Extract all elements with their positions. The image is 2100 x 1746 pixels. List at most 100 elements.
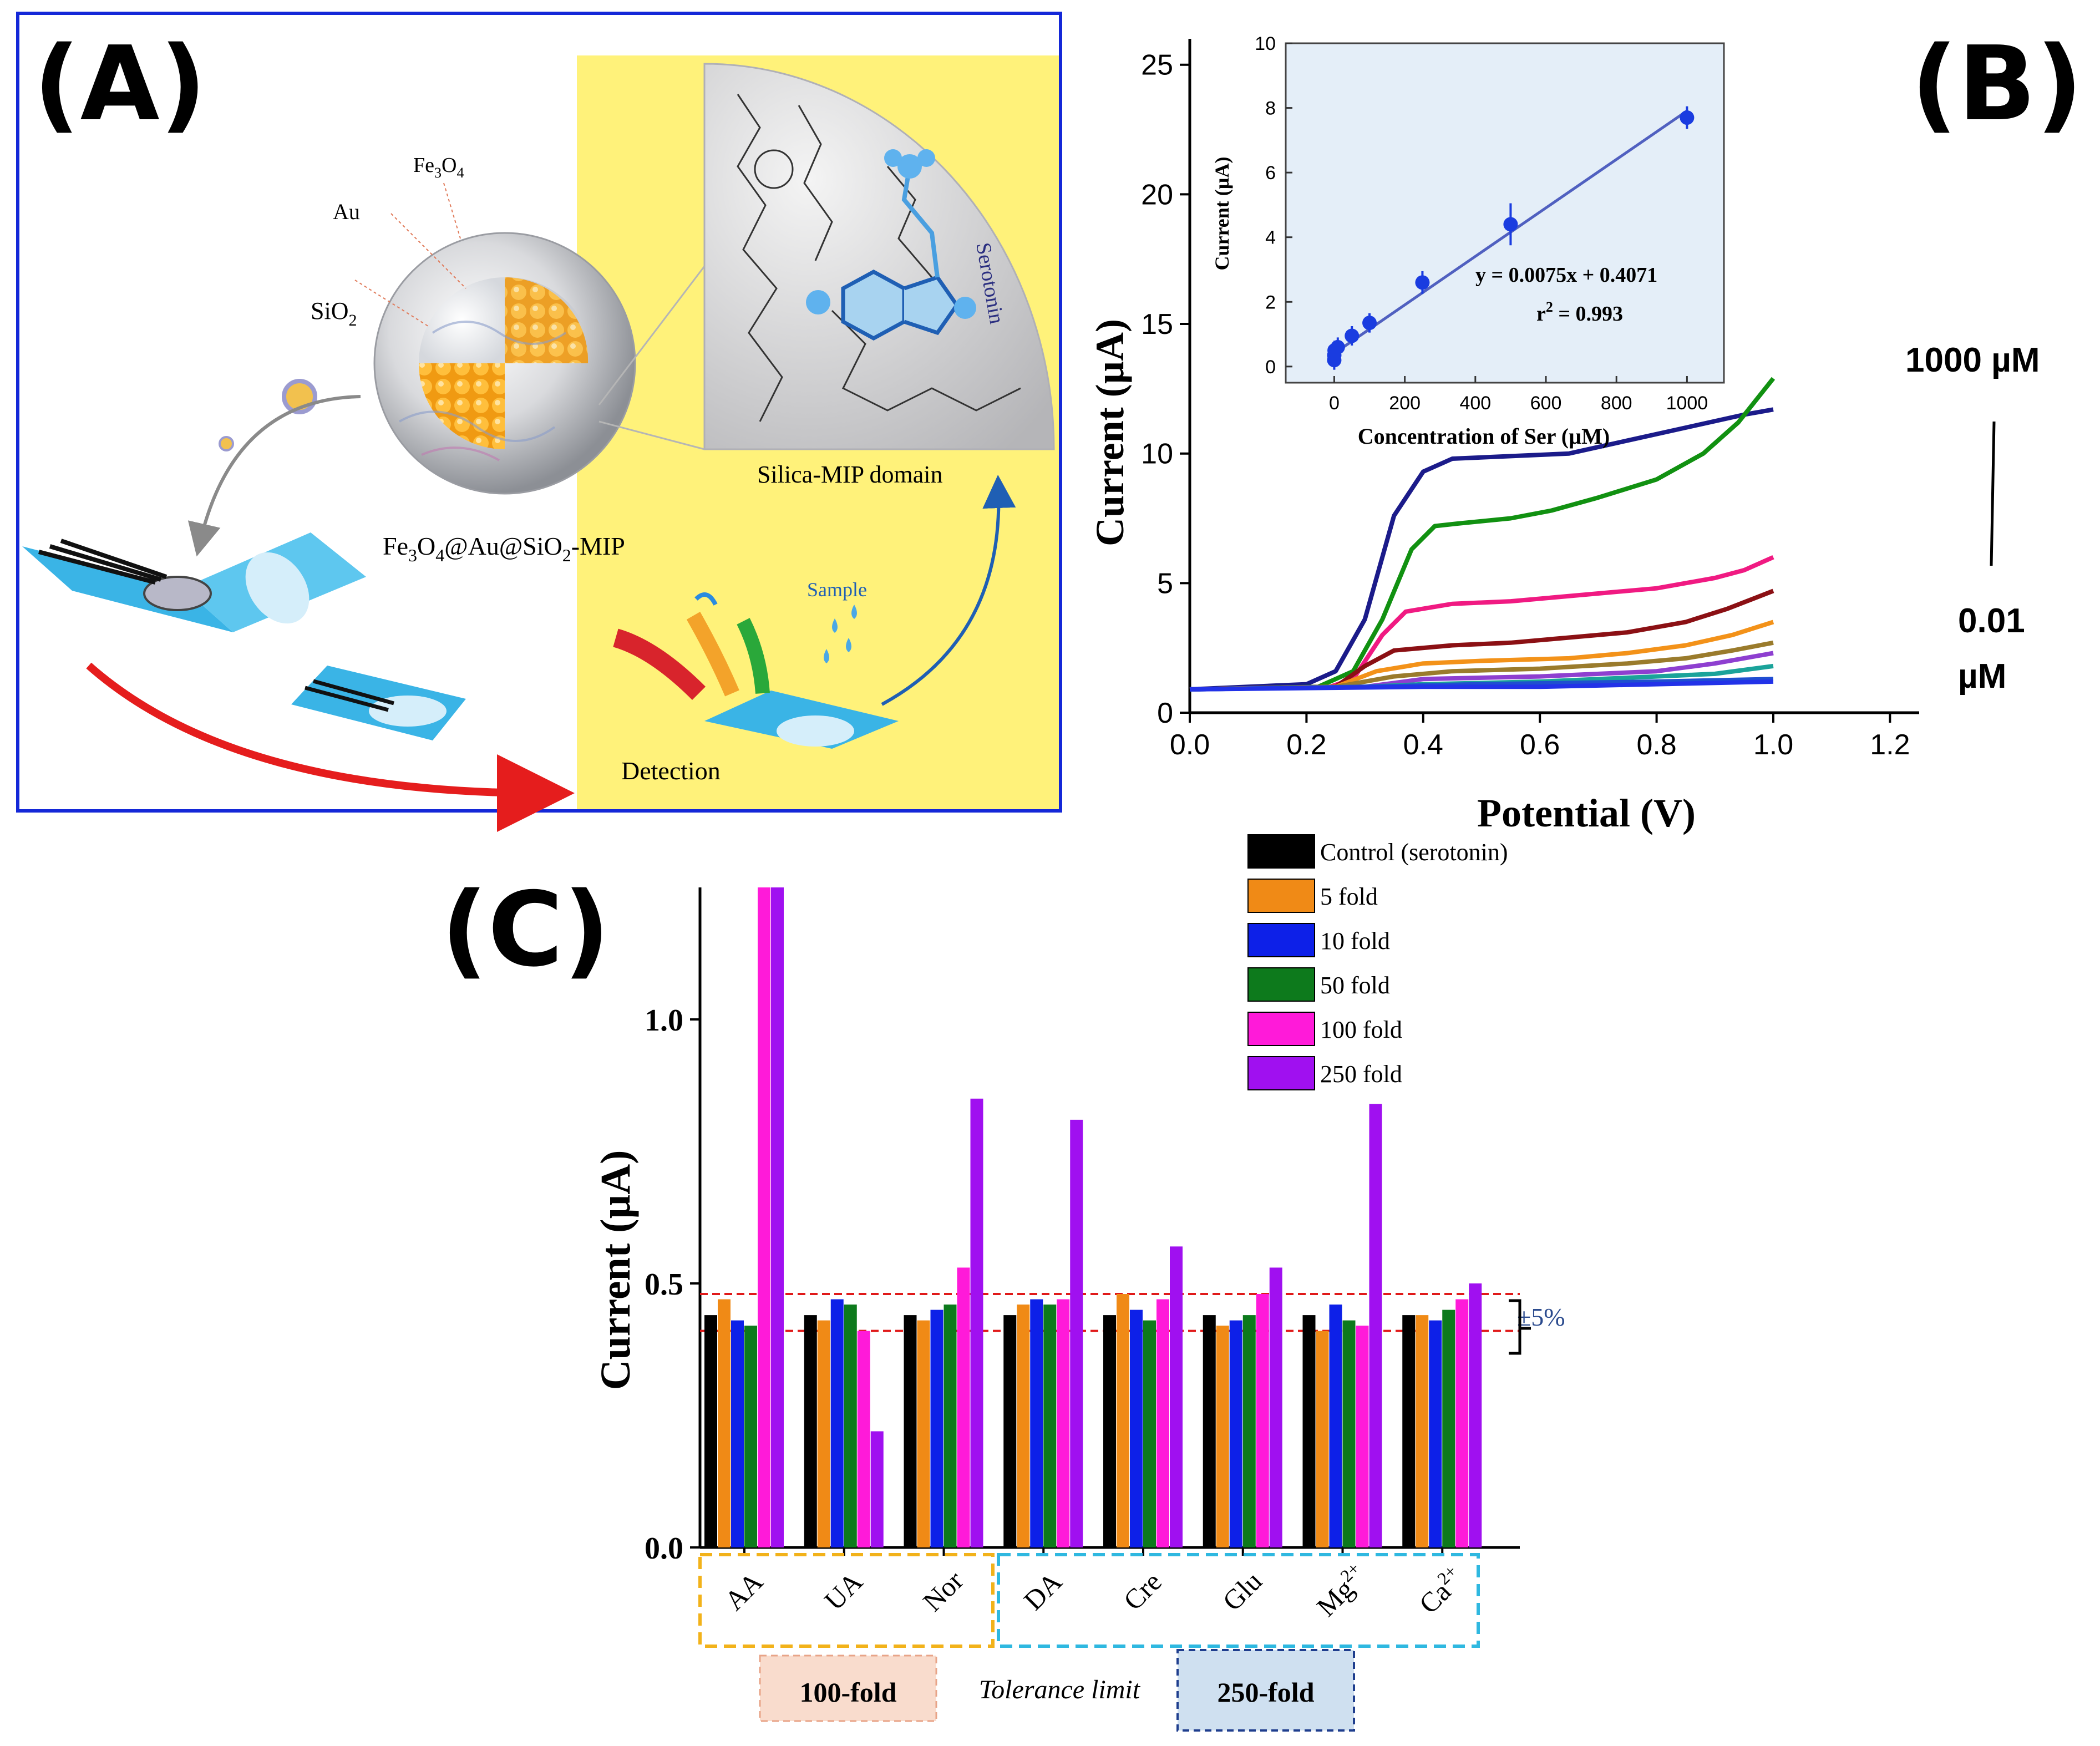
workflow-arrow (86, 662, 575, 832)
silica-network (737, 94, 1021, 422)
bar (857, 1331, 870, 1547)
bar (718, 1299, 731, 1547)
inset-x-tick-label: 600 (1530, 393, 1562, 414)
particle-name-label: Fe3O4@Au@SiO2-MIP (383, 532, 625, 565)
bar (830, 1299, 844, 1547)
panel-c-bars (704, 887, 1482, 1547)
bar (944, 1305, 957, 1547)
panel-c-category-label: Cre (1117, 1566, 1168, 1616)
panel-b-label: (B) (1911, 24, 2083, 144)
inset-y-axis-title: Current (µA) (1211, 156, 1233, 270)
inset-x-tick-label: 400 (1459, 393, 1491, 414)
bar (1130, 1310, 1143, 1547)
particle-dot-small-icon (219, 436, 234, 451)
load-arrow (187, 395, 361, 557)
bar (1256, 1294, 1269, 1547)
concentration-range-line (1990, 421, 1996, 566)
inset-y-tick-label: 0 (1265, 357, 1276, 378)
bar (1442, 1310, 1455, 1547)
panel-b-x-tick-label: 1.2 (1870, 729, 1910, 761)
detection-label: Detection (621, 757, 721, 785)
inset-x-tick-label: 200 (1389, 393, 1421, 414)
panel-c-category-label: UA (818, 1566, 869, 1616)
sio2-label: SiO2 (311, 297, 357, 329)
tolerance-bracket (1509, 1299, 1531, 1355)
serotonin-molecule (806, 149, 976, 341)
panel-b-y-tick-label: 0 (1157, 697, 1173, 729)
inset-y-tick-label: 2 (1265, 292, 1276, 313)
panel-b-x-tick-label: 0.2 (1286, 729, 1326, 761)
bar (1455, 1299, 1469, 1547)
inset-x-axis-title: Concentration of Ser (µM) (1358, 424, 1610, 449)
bar (771, 887, 784, 1547)
sample-label: Sample (807, 578, 867, 601)
inset-y-tick-label: 4 (1265, 227, 1276, 248)
annotation-0-01: 0.01 (1958, 602, 2025, 640)
inset-data-point (1362, 316, 1377, 331)
paper-chip-folded-icon (291, 666, 466, 740)
inset-data-point (1415, 275, 1430, 290)
panel-b-y-tick-label: 20 (1141, 179, 1173, 211)
inset-x-tick-label: 0 (1329, 393, 1340, 414)
panel-b-x-tick-label: 1.0 (1753, 729, 1793, 761)
inset-data-point (1503, 217, 1518, 232)
label-100fold: 100-fold (800, 1677, 897, 1708)
group-box-250fold (997, 1553, 1480, 1648)
label-box-100fold (759, 1654, 937, 1722)
label-250fold: 250-fold (1218, 1677, 1315, 1708)
bar (817, 1320, 830, 1547)
au-label: Au (333, 199, 360, 224)
inset-y-tick-label: 8 (1265, 98, 1276, 119)
series-line (1189, 377, 1776, 692)
panel-c-category-label: AA (718, 1566, 769, 1616)
bar (930, 1310, 944, 1547)
bar (1117, 1294, 1129, 1547)
panel-a-label: (A) (33, 24, 206, 144)
panel-c-category-label: Mg2+ (1309, 1558, 1373, 1622)
bar (1342, 1320, 1356, 1547)
panel-b-x-tick-label: 0.8 (1636, 729, 1676, 761)
series-line (1189, 679, 1774, 692)
bar (1043, 1305, 1057, 1547)
legend-label: 100 fold (1320, 1016, 1402, 1043)
bar (804, 1315, 817, 1547)
bar (1143, 1320, 1156, 1547)
panel-b-y-axis-title: Current (µA) (1088, 319, 1132, 546)
panel-c-chart: (C) 0.0 0.5 1.0 AA UA Nor DA Cre Glu Mg2+ Ca2+ Con… (441, 834, 1565, 1732)
bar (1329, 1305, 1342, 1547)
panel-b-x-tick-label: 0.4 (1403, 729, 1443, 761)
bar (1070, 1119, 1083, 1547)
inset-x-tick-label: 1000 (1666, 393, 1708, 414)
bar (1057, 1299, 1070, 1547)
bar (1103, 1315, 1116, 1547)
bar (1203, 1315, 1216, 1547)
legend-label: 250 fold (1320, 1060, 1402, 1088)
panel-c-category-label: Nor (917, 1565, 970, 1617)
bar (731, 1320, 744, 1547)
bar (1017, 1305, 1030, 1547)
legend-swatch (1247, 879, 1315, 913)
recognition-arrow (881, 475, 1016, 706)
panel-b-y-tick-label: 15 (1141, 308, 1173, 341)
panel-b-x-tick-label: 0.6 (1520, 729, 1560, 761)
inset-fit-equation: y = 0.0075x + 0.4071 (1475, 263, 1657, 287)
bar (1356, 1326, 1369, 1547)
series-line (1189, 640, 1774, 692)
panel-b-y-tick-label: 5 (1157, 567, 1173, 600)
panel-b-series (1189, 377, 1776, 692)
bar (970, 1098, 983, 1547)
bar (704, 1315, 717, 1547)
legend-label: 10 fold (1320, 927, 1390, 955)
sample-drops-icon (824, 605, 857, 663)
group-box-100fold (698, 1553, 995, 1648)
legend-swatch (1247, 834, 1315, 869)
bar (1369, 1104, 1382, 1547)
bar (1242, 1315, 1256, 1547)
bar (917, 1320, 930, 1547)
legend-swatch (1247, 1056, 1315, 1090)
panel-c-category-label: Glu (1216, 1565, 1268, 1617)
fe3o4-label: Fe3O4 (413, 154, 464, 181)
paper-electrode-chip-icon (22, 532, 366, 632)
